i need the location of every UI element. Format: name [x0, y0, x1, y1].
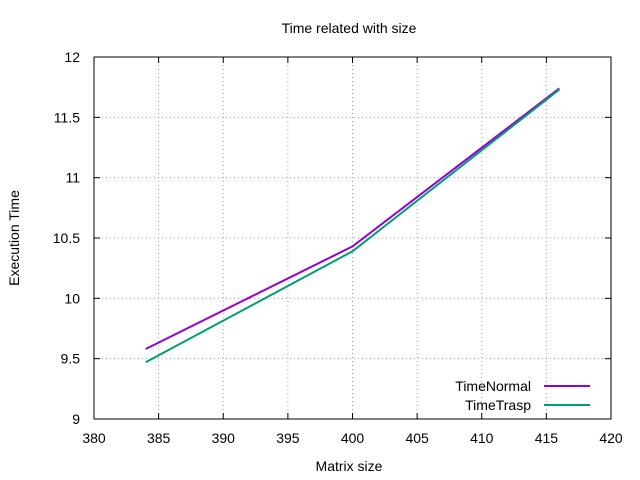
x-tick-label: 395 — [276, 430, 300, 446]
series-line-timetrasp — [145, 88, 560, 364]
y-tick-label: 12 — [64, 49, 80, 65]
legend: TimeNormal TimeTrasp — [455, 378, 590, 413]
series-line-timenormal — [145, 87, 560, 350]
x-tick-label: 385 — [147, 430, 171, 446]
y-tick-label: 9 — [72, 411, 80, 427]
chart-title: Time related with size — [282, 20, 417, 36]
x-tick-label: 400 — [341, 430, 365, 446]
y-tick-label: 11.5 — [54, 109, 80, 125]
x-tick-label: 420 — [599, 430, 623, 446]
y-tick-label: 10.5 — [53, 230, 80, 246]
x-axis-label: Matrix size — [316, 458, 383, 474]
x-tick-label: 405 — [405, 430, 429, 446]
x-tick-label: 380 — [82, 430, 106, 446]
legend-label: TimeTrasp — [465, 397, 531, 413]
y-axis-label: Execution Time — [6, 190, 22, 286]
x-tick-label: 415 — [535, 430, 559, 446]
axis-ticks: 380 385 390 395 400 405 410 415 420 9 9.5 10 10.5 11 1… — [53, 49, 623, 446]
grid-lines — [94, 57, 611, 419]
x-tick-label: 390 — [212, 430, 236, 446]
series-lines — [145, 87, 560, 364]
y-tick-label: 11 — [65, 170, 80, 186]
y-tick-label: 9.5 — [61, 351, 81, 367]
y-tick-label: 10 — [64, 290, 80, 306]
x-tick-label: 410 — [470, 430, 494, 446]
legend-label: TimeNormal — [455, 378, 531, 394]
